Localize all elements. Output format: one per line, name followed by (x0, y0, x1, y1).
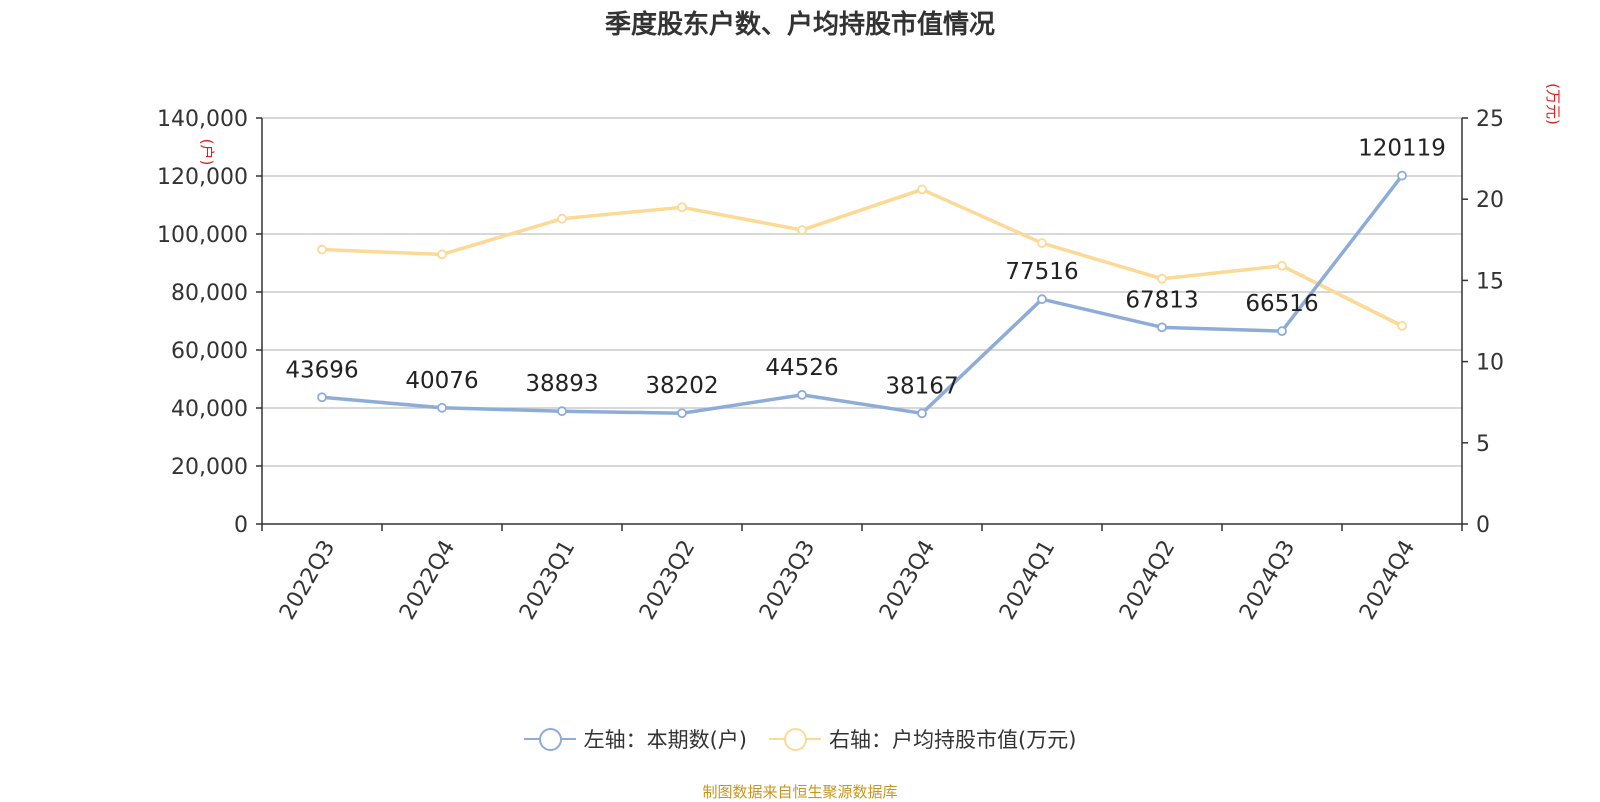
data-point-right (317, 244, 327, 255)
source-footer: 制图数据来自恒生聚源数据库 (702, 783, 898, 801)
x-axis-tick-label: 2024Q2 (1115, 536, 1180, 624)
data-label: 38202 (645, 373, 718, 399)
series-line-left (321, 174, 1404, 416)
left-axis-unit-label: (户) (198, 139, 216, 166)
data-point-left (1157, 322, 1167, 333)
x-axis-tick-label: 2024Q4 (1355, 536, 1420, 624)
x-axis-tick-label: 2023Q4 (875, 536, 940, 624)
data-point-right (917, 184, 927, 195)
data-point-right (1397, 320, 1407, 331)
x-axis-tick-label: 2023Q1 (515, 536, 580, 624)
data-label: 43696 (285, 357, 358, 383)
x-axis-tick-label: 2024Q3 (1235, 536, 1300, 624)
legend-label-left-series: 左轴：本期数(户) (583, 728, 747, 752)
legend-item-left-series[interactable]: 左轴：本期数(户) (523, 724, 747, 754)
data-point-right (437, 249, 447, 260)
data-label: 40076 (405, 368, 478, 394)
x-axis-tick-label: 2023Q2 (635, 536, 700, 624)
left-axis-tick-label: 120,000 (157, 165, 248, 190)
legend-swatch-right-icon (769, 727, 821, 751)
data-point-right (677, 202, 687, 213)
legend: 左轴：本期数(户) 右轴：户均持股市值(万元) (0, 724, 1600, 754)
data-label: 38167 (885, 373, 958, 399)
data-label: 38893 (525, 371, 598, 397)
legend-swatch-left-icon (523, 727, 576, 751)
x-axis-tick-label: 2024Q1 (995, 536, 1060, 624)
left-axis-tick-label: 0 (234, 513, 248, 538)
right-axis-unit-label: (万元) (1544, 83, 1562, 125)
data-point-left (797, 389, 807, 400)
data-point-left (557, 406, 567, 417)
data-point-right (557, 213, 567, 224)
left-axis-tick-label: 60,000 (171, 339, 248, 364)
right-axis-tick-label: 5 (1476, 432, 1490, 457)
right-axis-tick-label: 25 (1476, 107, 1504, 132)
right-axis-tick-label: 15 (1476, 269, 1504, 294)
left-axis-tick-label: 40,000 (171, 397, 248, 422)
data-label: 77516 (1005, 259, 1078, 285)
data-point-left (917, 408, 927, 419)
data-point-left (317, 392, 327, 403)
x-axis-tick-label: 2023Q3 (755, 536, 820, 624)
right-axis-tick-label: 20 (1476, 188, 1504, 213)
data-point-right (1157, 273, 1167, 284)
chart-title: 季度股东户数、户均持股市值情况 (604, 10, 995, 40)
series-line-right (321, 187, 1403, 328)
data-point-left (1277, 326, 1287, 337)
data-point-left (1397, 170, 1407, 181)
left-axis-tick-label: 80,000 (171, 281, 248, 306)
x-axis-tick-label: 2022Q3 (275, 536, 340, 624)
data-point-left (677, 408, 687, 419)
left-axis-tick-label: 100,000 (157, 223, 248, 248)
right-axis-tick-label: 10 (1476, 351, 1504, 376)
data-label: 44526 (765, 355, 838, 381)
right-axis-tick-label: 0 (1476, 513, 1490, 538)
data-label: 66516 (1245, 291, 1318, 317)
legend-item-right-series[interactable]: 右轴：户均持股市值(万元) (769, 724, 1076, 754)
data-point-right (797, 225, 807, 235)
data-label: 120119 (1358, 136, 1446, 162)
data-point-right (1037, 238, 1047, 248)
x-axis-tick-label: 2022Q4 (395, 536, 460, 624)
data-point-right (1277, 260, 1287, 271)
data-point-left (437, 402, 447, 413)
left-axis-tick-label: 140,000 (157, 107, 248, 132)
left-axis-tick-label: 20,000 (171, 455, 248, 480)
data-point-left (1037, 294, 1047, 305)
legend-label-right-series: 右轴：户均持股市值(万元) (829, 728, 1077, 752)
data-label: 67813 (1125, 287, 1198, 313)
